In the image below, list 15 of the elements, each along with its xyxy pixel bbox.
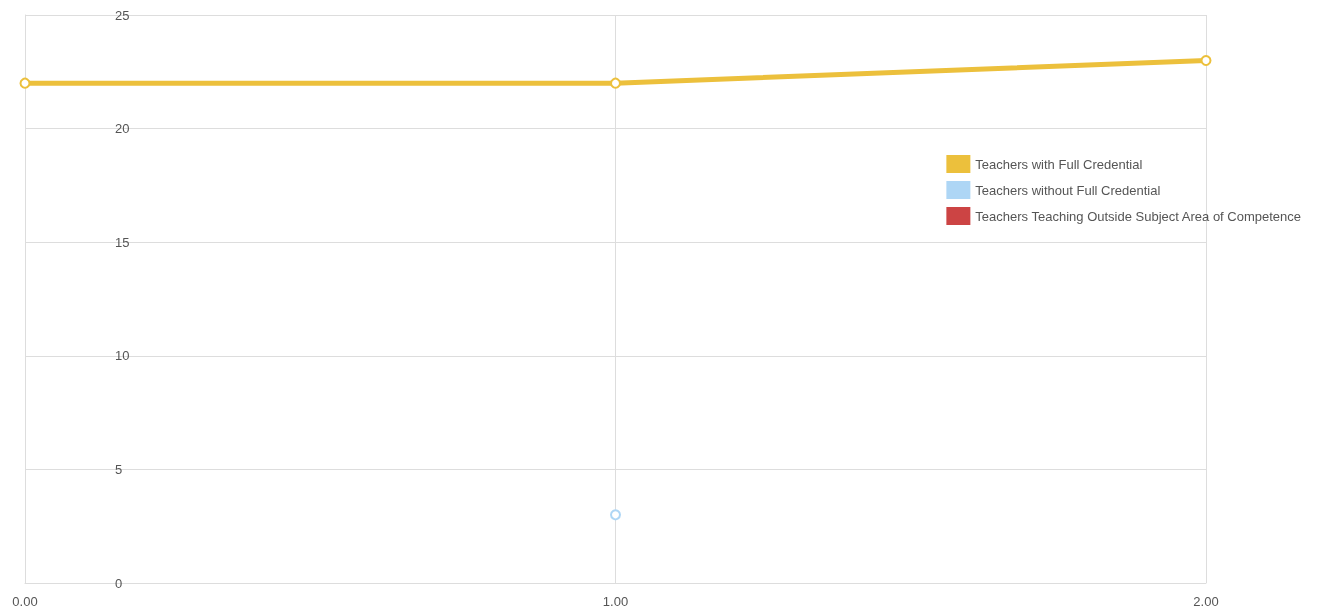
legend-label: Teachers without Full Credential (975, 182, 1161, 198)
y-tick-label: 15 (115, 234, 130, 250)
point (19, 77, 31, 89)
x-tick-label: 1.00 (602, 594, 629, 609)
point (610, 77, 621, 89)
y-tick-label: 20 (115, 121, 130, 137)
y-tick-label: 0 (115, 575, 123, 591)
y-tick-label: 10 (115, 348, 130, 364)
x-tick-label: 0.00 (12, 594, 38, 609)
point (1200, 54, 1212, 66)
y-tick-label: 25 (115, 7, 130, 23)
y-tick-label: 5 (115, 461, 123, 477)
legend-label: Teachers Teaching Outside Subject Area of Competence (975, 208, 1302, 224)
x-tick-label: 2.00 (1193, 594, 1219, 609)
legend-label: Teachers with Full Credential (975, 156, 1143, 172)
